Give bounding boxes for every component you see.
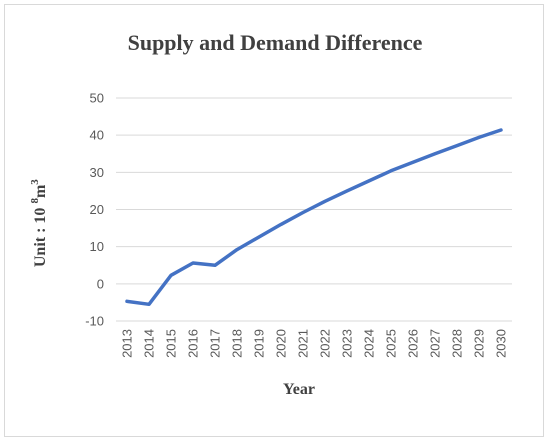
x-tick-label: 2014 xyxy=(142,329,157,358)
x-tick-label: 2030 xyxy=(494,329,509,358)
x-tick-label: 2015 xyxy=(164,329,179,358)
x-tick-label: 2021 xyxy=(296,329,311,358)
chart-title: Supply and Demand Difference xyxy=(127,30,423,55)
x-tick-label: 2019 xyxy=(252,329,267,358)
series-line xyxy=(125,128,503,307)
x-tick-label: 2016 xyxy=(186,329,201,358)
x-tick-label: 2023 xyxy=(340,329,355,358)
x-tick-label: 2028 xyxy=(450,329,465,358)
y-tick-label: 50 xyxy=(90,91,104,106)
y-tick-label: 30 xyxy=(90,165,104,180)
y-tick-label: 20 xyxy=(90,202,104,217)
y-tick-label: 0 xyxy=(97,276,104,291)
x-tick-label: 2018 xyxy=(230,329,245,358)
x-tick-label: 2024 xyxy=(362,329,377,358)
x-tick-label: 2017 xyxy=(208,329,223,358)
chart-frame xyxy=(4,4,544,437)
y-tick-label: -10 xyxy=(85,314,104,329)
x-tick-label: 2013 xyxy=(120,329,135,358)
x-tick-label: 2025 xyxy=(384,329,399,358)
x-tick-label: 2026 xyxy=(406,329,421,358)
x-tick-label: 2027 xyxy=(428,329,443,358)
x-axis-label: Year xyxy=(283,381,315,398)
x-tick-label: 2022 xyxy=(318,329,333,358)
x-tick-label: 2029 xyxy=(472,329,487,358)
y-tick-label: 40 xyxy=(90,128,104,143)
x-tick-label: 2020 xyxy=(274,329,289,358)
y-tick-label: 10 xyxy=(90,239,104,254)
